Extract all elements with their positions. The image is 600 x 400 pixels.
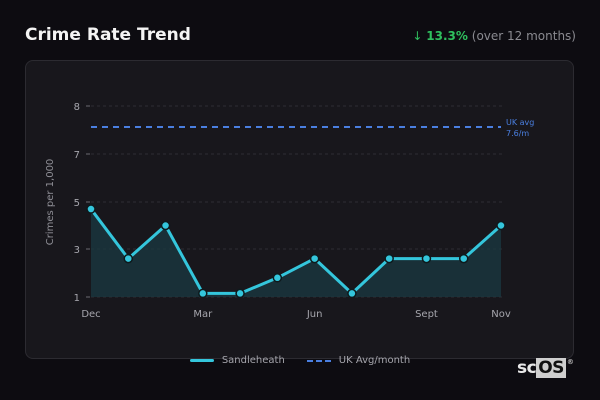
legend-label: UK Avg/month bbox=[338, 355, 411, 366]
data-point-oct[interactable] bbox=[458, 253, 469, 264]
trend-summary: ↓ 13.3% (over 12 months) bbox=[412, 29, 576, 43]
data-point-dec[interactable] bbox=[86, 204, 96, 214]
trend-percentage: 13.3% bbox=[426, 29, 468, 43]
data-point-apr[interactable] bbox=[235, 288, 245, 299]
logo-registered-mark: ® bbox=[566, 358, 574, 366]
logo-sc: sc bbox=[517, 358, 537, 378]
chart-card bbox=[25, 60, 574, 359]
series-area-fill bbox=[91, 209, 501, 297]
uk-average-annotation-line2: 7.6/m bbox=[506, 129, 529, 138]
uk-average-annotation-line1: UK avg bbox=[506, 118, 534, 127]
chart-legend: Sandleheath UK Avg/month bbox=[0, 355, 600, 366]
y-tick-label: 7 bbox=[74, 150, 80, 161]
data-point-may[interactable] bbox=[272, 273, 283, 283]
data-point-feb[interactable] bbox=[160, 220, 171, 231]
data-point-sept[interactable] bbox=[421, 253, 432, 264]
data-point-jul[interactable] bbox=[347, 288, 357, 299]
logo-os: OS bbox=[536, 358, 566, 378]
y-tick-label: 3 bbox=[74, 245, 80, 256]
data-point-jun[interactable] bbox=[309, 253, 320, 264]
scos-logo: sc OS ® bbox=[517, 358, 574, 378]
trend-down-arrow-icon: ↓ bbox=[412, 29, 423, 43]
data-point-mar[interactable] bbox=[198, 288, 208, 299]
y-tick-label: 5 bbox=[74, 198, 80, 209]
x-tick-label: Jun bbox=[306, 309, 323, 320]
legend-label: Sandleheath bbox=[221, 355, 285, 366]
y-axis: 8 7 5 3 1 bbox=[74, 102, 90, 304]
y-tick-label: 1 bbox=[74, 293, 80, 304]
x-tick-label: Dec bbox=[81, 309, 100, 320]
trend-note: (over 12 months) bbox=[471, 29, 576, 43]
data-point-nov[interactable] bbox=[496, 220, 506, 231]
x-axis: Dec Mar Jun Sept Nov bbox=[81, 309, 511, 320]
x-tick-label: Mar bbox=[193, 309, 213, 320]
legend-item-uk-avg[interactable]: UK Avg/month bbox=[306, 355, 411, 366]
dashed-line-swatch-icon bbox=[306, 359, 331, 362]
solid-line-swatch-icon bbox=[189, 359, 214, 362]
y-axis-label: Crimes per 1,000 bbox=[45, 159, 56, 246]
legend-item-sandleheath[interactable]: Sandleheath bbox=[189, 355, 285, 366]
page-title: Crime Rate Trend bbox=[25, 25, 191, 45]
y-tick-label: 8 bbox=[74, 102, 80, 113]
data-point-aug[interactable] bbox=[384, 253, 394, 264]
x-tick-label: Sept bbox=[415, 309, 438, 320]
x-tick-label: Nov bbox=[491, 309, 511, 320]
series-points bbox=[86, 204, 506, 299]
series-line-sandleheath bbox=[89, 208, 502, 295]
data-point-jan[interactable] bbox=[123, 253, 134, 264]
